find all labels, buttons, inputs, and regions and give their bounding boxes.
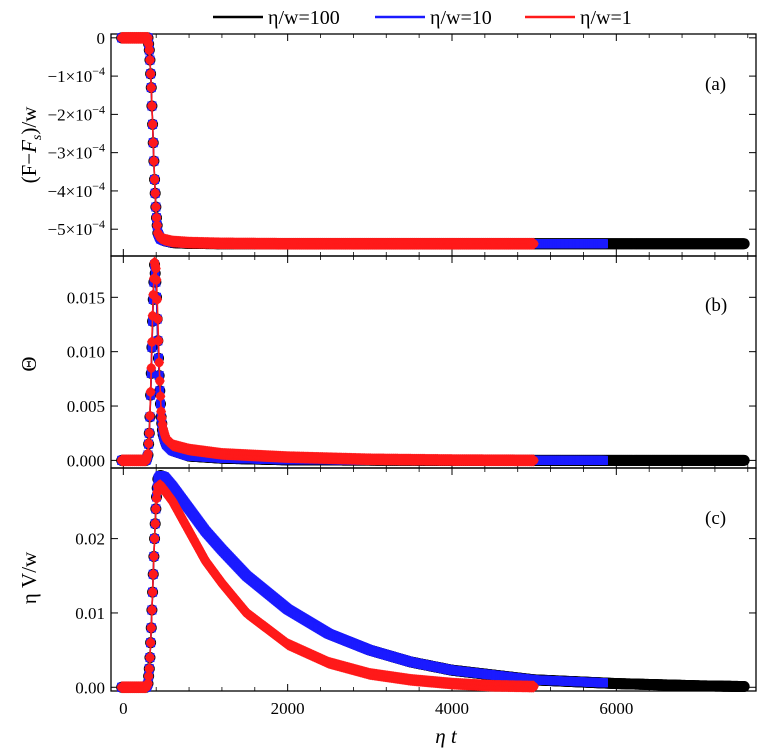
series-a--w-10	[117, 33, 609, 249]
marker-dot-b--w-1	[146, 387, 156, 397]
series-line-a--w-100	[121, 37, 745, 245]
marker-dot-a--w-1	[150, 174, 160, 184]
panel-b-ylabel: Θ	[17, 356, 41, 371]
y-tick-label-b-1: 0.005	[67, 397, 105, 416]
legend-label-eta1: η/w=1	[580, 7, 632, 29]
marker-b--w-10	[599, 455, 609, 465]
marker-dot-a--w-1	[529, 239, 539, 249]
x-tick-label-3: 6000	[599, 699, 633, 718]
marker-b--w-100	[738, 454, 750, 466]
x-tick-label-2: 4000	[435, 699, 469, 718]
marker-dot-a--w-1	[145, 55, 155, 65]
y-tick-label-c-0: 0.00	[75, 678, 105, 697]
legend-label-eta100: η/w=100	[268, 7, 340, 29]
x-tick-label-1: 2000	[271, 699, 305, 718]
panel-b-frame	[110, 255, 757, 469]
marker-dot-b--w-1	[145, 411, 155, 421]
series-a--w-1	[116, 31, 539, 250]
y-tick-label-a-4: −4×10−4	[48, 179, 105, 201]
panel-a-label: (a)	[705, 74, 726, 95]
axis-ticks: 0 −1×10−4 −2×10−4 −3×10−4 −4×10−4 −5×10−4 0.00…	[48, 29, 756, 718]
marker-dot-a--w-1	[151, 202, 161, 212]
marker-dot-a--w-1	[147, 101, 157, 111]
legend: η/w=100 η/w=10 η/w=1	[213, 7, 632, 29]
marker-dot-b--w-1	[144, 428, 154, 438]
marker-dot-b--w-1	[146, 363, 156, 373]
y-tick-label-a-5: −5×10−4	[48, 217, 105, 239]
marker-dot-a--w-1	[149, 156, 159, 166]
marker-dot-a--w-1	[148, 119, 158, 129]
marker-a--w-100	[738, 238, 750, 250]
data-marks	[116, 31, 750, 694]
series-b--w-1	[116, 256, 539, 467]
y-tick-label-b-3: 0.015	[67, 288, 105, 307]
marker-dot-b--w-1	[153, 336, 163, 346]
y-tick-label-a-1: −1×10−4	[48, 64, 105, 86]
y-tick-label-a-0: 0	[97, 29, 106, 48]
marker-dot-a--w-1	[144, 45, 154, 55]
series-line-a--w-1	[121, 37, 534, 245]
y-tick-label-a-3: −3×10−4	[48, 141, 105, 163]
panel-b-label: (b)	[705, 295, 727, 316]
y-tick-label-c-1: 0.01	[75, 604, 105, 623]
y-tick-label-c-2: 0.02	[75, 530, 105, 549]
panel-c-frame	[110, 467, 757, 692]
marker-dot-b--w-1	[153, 314, 163, 324]
panel-c-label: (c)	[705, 508, 726, 529]
legend-label-eta10: η/w=10	[430, 7, 492, 29]
marker-dot-a--w-1	[150, 188, 160, 198]
marker-dot-b--w-1	[144, 438, 154, 448]
panel-a-frame	[110, 33, 757, 257]
series-b--w-100	[116, 259, 750, 466]
panel-a-ylabel: (F−Fs)/w	[17, 106, 45, 184]
marker-dot-b--w-1	[151, 264, 161, 274]
marker-dot-b--w-1	[152, 294, 162, 304]
series-line-a--w-10	[121, 37, 604, 245]
panel-c-ylabel: η V/w	[17, 551, 41, 604]
x-tick-label-0: 0	[119, 699, 128, 718]
marker-dot-b--w-1	[143, 449, 153, 459]
marker-dot-b--w-1	[155, 391, 165, 401]
marker-dot-b--w-1	[152, 275, 162, 285]
series-line-b--w-10	[121, 264, 604, 462]
marker-dot-b--w-1	[155, 376, 165, 386]
marker-dot-a--w-1	[146, 83, 156, 93]
series-line-b--w-1	[121, 262, 534, 462]
series-line-b--w-100	[121, 264, 745, 462]
y-tick-label-b-0: 0.000	[67, 451, 105, 470]
x-axis-label: η t	[435, 724, 458, 748]
marker-a--w-10	[599, 239, 609, 249]
y-tick-label-a-2: −2×10−4	[48, 102, 105, 124]
series-b--w-10	[117, 260, 609, 465]
marker-dot-b--w-1	[154, 358, 164, 368]
marker-dot-a--w-1	[146, 69, 156, 79]
series-a--w-100	[116, 32, 750, 250]
y-tick-label-b-2: 0.010	[67, 343, 105, 362]
marker-dot-a--w-1	[148, 138, 158, 148]
